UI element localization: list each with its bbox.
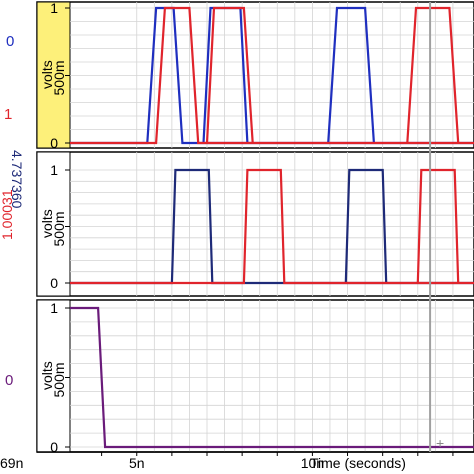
y-axis-label: volts: [39, 60, 55, 89]
series-line-red: [70, 6, 474, 145]
y-axis-strip[interactable]: [36, 299, 71, 453]
series-line-red: [70, 168, 474, 285]
panel3-left-label: 0: [5, 372, 13, 389]
x-tick-label: 5n: [129, 455, 145, 471]
panel2-left-label-red: 1.00031: [0, 189, 15, 240]
y-tick-label: 1: [50, 162, 58, 178]
y-tick-label: 1: [50, 300, 58, 316]
series-line-blue: [327, 6, 375, 144]
time-axis: 5n 10n: [37, 451, 474, 471]
y-axis-label: volts: [39, 361, 55, 390]
y-tick-label: 1: [50, 0, 58, 16]
series-line-red: [205, 6, 254, 144]
y-tick-label: 0: [50, 439, 58, 455]
y-tick-label: 500m: [51, 60, 67, 95]
panel2-left-label-blue: 4.737360: [9, 150, 25, 209]
x-tick-label: 10n: [301, 455, 324, 471]
y-tick-label: 0: [50, 135, 58, 151]
series-line-navy: [344, 168, 388, 284]
series-line-red: [406, 6, 460, 144]
panel1-left-label-top: 0: [6, 33, 14, 50]
y-axis-strip[interactable]: [36, 151, 71, 297]
y-axis-strip[interactable]: [36, 1, 71, 149]
cursor-marker-icon[interactable]: +: [436, 435, 444, 451]
y-axis-label: volts: [39, 209, 55, 238]
bottom-left-label: 69n: [0, 455, 23, 471]
series-line-red: [416, 168, 460, 284]
waveform-panel-2: 0 500m 1 volts: [36, 151, 474, 297]
waveform-panel-3: 0 500m 1 volts: [36, 299, 474, 455]
panel-frame: [36, 299, 474, 453]
y-tick-label: 500m: [51, 211, 67, 246]
x-axis-label: Time (seconds): [310, 455, 406, 471]
panel1-left-label-bottom: 1: [4, 106, 12, 123]
series-line-purple: [70, 306, 474, 449]
panel-frame: [36, 1, 474, 149]
waveform-panel-1: 0 500m 1 volts: [36, 0, 474, 151]
y-tick-label: 500m: [51, 362, 67, 397]
panel-frame: [36, 151, 474, 297]
y-tick-label: 0: [50, 275, 58, 291]
